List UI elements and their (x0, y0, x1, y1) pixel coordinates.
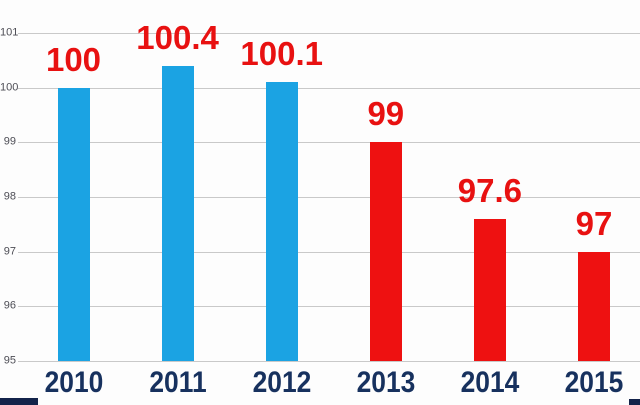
y-tick-label: 101 (0, 26, 19, 39)
gridline (18, 197, 640, 198)
gridline (18, 142, 640, 144)
bar-2013 (369, 142, 402, 361)
y-tick-label: 99 (3, 135, 16, 148)
x-tick-label: 2011 (148, 366, 207, 399)
bar-value-label: 97.6 (457, 171, 523, 209)
bar-2011 (161, 65, 194, 361)
bottom-right-band (629, 399, 640, 405)
x-tick-label: 2010 (44, 366, 103, 399)
bar-2012 (265, 82, 298, 361)
bar-value-label: 99 (367, 95, 405, 133)
gridline (18, 361, 640, 362)
bar-2015 (578, 251, 610, 361)
bar-2014 (473, 218, 506, 361)
bar-value-label: 100.4 (136, 18, 219, 56)
bar-value-label: 100 (45, 40, 102, 78)
y-tick-label: 95 (3, 354, 16, 367)
gridline (18, 33, 640, 34)
y-tick-label: 100 (0, 81, 19, 94)
x-tick-label: 2015 (564, 366, 624, 399)
gridline (18, 306, 640, 308)
bar-value-label: 97 (575, 204, 613, 242)
x-tick-label: 2013 (356, 366, 416, 399)
bar-2010 (57, 87, 90, 361)
bottom-left-band (0, 398, 38, 405)
y-tick-label: 96 (3, 299, 16, 312)
gridline (18, 251, 640, 253)
x-tick-label: 2012 (252, 366, 312, 399)
y-tick-label: 98 (3, 190, 16, 203)
x-tick-label: 2014 (460, 366, 520, 399)
gridline (18, 87, 640, 89)
y-tick-label: 97 (3, 245, 16, 258)
bar-value-label: 100.1 (240, 35, 323, 73)
